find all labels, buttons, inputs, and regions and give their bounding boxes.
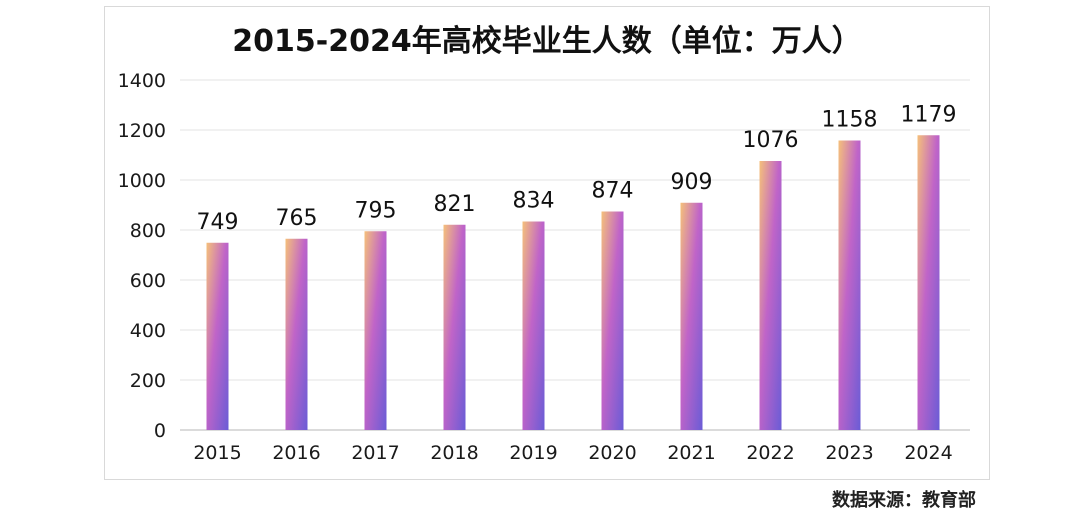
data-labels: 749 765 795 821 834 874 909 1076 1158 1179 (197, 102, 957, 235)
x-axis-ticks: 2015 2016 2017 2018 2019 2020 2021 2022 2023 2024 (193, 442, 952, 464)
bar-2017 (364, 231, 387, 430)
gridlines (180, 79, 970, 431)
bar-2018 (443, 224, 466, 430)
y-axis-ticks: 0 200 400 600 800 1000 1200 1400 (118, 70, 166, 442)
chart-title: 2015-2024年高校毕业生人数（单位：万人） (232, 24, 862, 59)
x-tick-label-2020: 2020 (588, 442, 636, 464)
y-tick-label: 1400 (118, 70, 166, 92)
y-tick-label: 1000 (118, 170, 166, 192)
bars (206, 135, 940, 430)
x-tick-label-2015: 2015 (193, 442, 241, 464)
x-tick-label-2022: 2022 (746, 442, 794, 464)
bar-2015 (206, 242, 229, 430)
y-tick-label: 0 (154, 420, 166, 442)
y-tick-label: 800 (130, 220, 166, 242)
x-tick-label-2019: 2019 (509, 442, 557, 464)
x-tick-label-2016: 2016 (272, 442, 320, 464)
data-label-2015: 749 (197, 210, 239, 235)
data-label-2020: 874 (592, 179, 634, 204)
x-tick-label-2023: 2023 (825, 442, 873, 464)
x-tick-label-2021: 2021 (667, 442, 715, 464)
data-label-2018: 821 (434, 192, 476, 217)
data-label-2019: 834 (513, 189, 555, 214)
y-tick-label: 400 (130, 320, 166, 342)
x-tick-label-2017: 2017 (351, 442, 399, 464)
data-label-2021: 909 (671, 170, 713, 195)
bar-2022 (759, 161, 782, 430)
bar-2019 (522, 221, 545, 430)
bar-2021 (680, 202, 703, 430)
x-tick-label-2024: 2024 (904, 442, 952, 464)
bar-2020 (601, 211, 624, 430)
x-tick-label-2018: 2018 (430, 442, 478, 464)
bar-2016 (285, 238, 308, 430)
data-label-2017: 795 (355, 198, 397, 223)
data-label-2022: 1076 (743, 128, 799, 153)
y-tick-label: 200 (130, 370, 166, 392)
bar-2024 (917, 135, 940, 430)
y-tick-label: 600 (130, 270, 166, 292)
data-label-2023: 1158 (822, 108, 878, 133)
source-note: 数据来源：教育部 (832, 490, 976, 511)
y-tick-label: 1200 (118, 120, 166, 142)
data-label-2016: 765 (276, 206, 318, 231)
bar-2023 (838, 140, 861, 430)
data-label-2024: 1179 (901, 102, 957, 127)
